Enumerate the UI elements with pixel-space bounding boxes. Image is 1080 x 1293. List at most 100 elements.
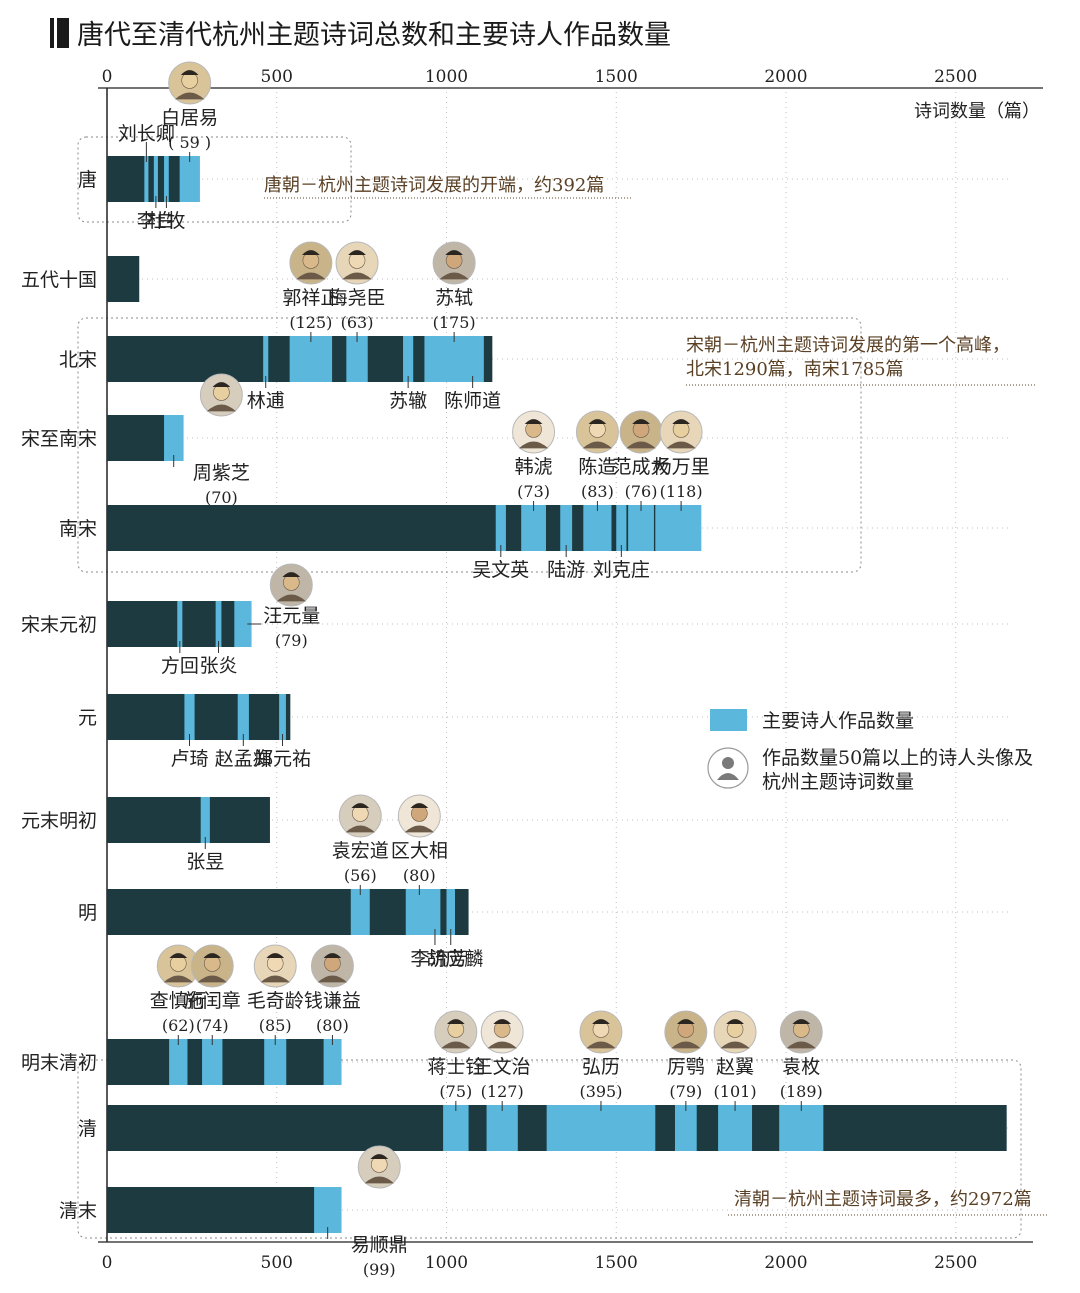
poet-segment [346, 336, 368, 382]
poet-segment [263, 336, 269, 382]
poet-count-label: (76) [625, 482, 658, 501]
x-tick-label-bottom: 2500 [934, 1253, 977, 1273]
total-bar [107, 505, 702, 551]
poet-segment [583, 505, 612, 551]
poet-chen-zao-portrait [575, 410, 619, 454]
poet-count-label: (125) [289, 313, 332, 332]
poet-segment [521, 505, 546, 551]
poet-bai-juyi-portrait [168, 61, 212, 105]
poet-count-label: (83) [581, 482, 614, 501]
avatar-robe [671, 1041, 701, 1049]
legend-swatch-poet [710, 709, 747, 731]
avatar-robe [487, 1041, 517, 1049]
poet-name-label: 陆游 [547, 559, 585, 581]
poet-name-label: 赵孟頫 [215, 748, 272, 770]
poet-guo-xiangzheng-portrait [289, 241, 333, 285]
poet-segment [177, 601, 183, 647]
poet-name-label: 杜牧 [147, 210, 185, 232]
poet-name-label: 方回 [161, 655, 199, 677]
avatar-hat [212, 382, 231, 388]
avatar-robe [296, 272, 326, 280]
poet-wang-wenzhi-portrait [480, 1010, 524, 1054]
poet-name-label: 弘历 [582, 1056, 620, 1078]
poet-count-label: (73) [517, 482, 550, 501]
poet-yi-shunding-portrait [357, 1145, 401, 1189]
x-tick-label-bottom: 2000 [764, 1253, 807, 1273]
poet-su-shi-portrait [432, 241, 476, 285]
avatar-hat [677, 1019, 695, 1025]
title-layer: 唐代至清代杭州主题诗词总数和主要诗人作品数量 [50, 18, 671, 51]
poet-segment [560, 505, 573, 551]
avatar-robe [518, 441, 549, 449]
poet-count-label: (80) [316, 1016, 349, 1035]
poet-count-label: (127) [481, 1082, 524, 1101]
poet-shi-runzhang-portrait [190, 944, 234, 988]
avatar-robe [626, 441, 656, 449]
poet-segment [234, 601, 252, 647]
poet-name-label: 胡应麟 [426, 948, 483, 970]
legend-avatar-body [717, 773, 739, 780]
legend-poet-label: 主要诗人作品数量 [762, 710, 914, 732]
poet-name-label: 袁宏道 [332, 840, 389, 862]
poet-segment [144, 156, 149, 202]
avatar-robe [197, 975, 227, 983]
avatar-hat [592, 1019, 610, 1025]
annotation-song-line2: 北宋1290篇，南宋1785篇 [686, 359, 904, 380]
poet-name-label: 苏辙 [389, 390, 427, 412]
poet-segment [446, 889, 455, 935]
avatar-hat [203, 953, 222, 959]
category-label: 清 [78, 1118, 97, 1140]
category-label: 明末清初 [21, 1052, 97, 1074]
avatar-hat [410, 803, 429, 809]
poet-segment [405, 889, 433, 935]
poet-qian-qianyi-portrait [310, 944, 354, 988]
poet-name-label: 钱谦益 [304, 990, 361, 1012]
avatar-hat [447, 1019, 465, 1025]
avatar-robe [206, 404, 237, 412]
poet-fan-chengda-portrait [619, 410, 663, 454]
poet-name-label: 陈师道 [444, 390, 501, 412]
poet-name-label: 施闰章 [184, 990, 241, 1012]
poet-name-label: 林逋 [247, 390, 285, 412]
poet-name-label: 易顺鼎 [351, 1234, 408, 1256]
poet-count-label: (85) [259, 1016, 292, 1035]
poet-segment [200, 797, 210, 843]
avatar-hat [792, 1019, 811, 1025]
poet-count-label: (74) [196, 1016, 229, 1035]
category-label: 元 [78, 707, 97, 729]
poet-count-label: (118) [660, 482, 703, 501]
total-bar [107, 694, 291, 740]
poet-segment [403, 336, 414, 382]
poet-segment [164, 415, 184, 461]
poet-jiang-shiquan-portrait [434, 1010, 478, 1054]
x-tick-label-top: 0 [102, 67, 113, 87]
poet-segment [350, 889, 370, 935]
poet-segment [470, 336, 475, 382]
total-bar [107, 1187, 342, 1233]
person-avatar-icon [707, 747, 749, 789]
poet-segment [153, 156, 158, 202]
poet-segment [314, 1187, 342, 1233]
avatar-hat [323, 953, 342, 959]
avatar-robe [786, 1041, 816, 1049]
poet-name-label: 郭祥正 [282, 287, 339, 309]
annotation-qing: 清朝－杭州主题诗词最多，约2972篇 [734, 1189, 1032, 1210]
poet-count-label: (75) [439, 1082, 472, 1101]
x-tick-label-top: 2500 [934, 67, 977, 87]
qing-box [77, 1059, 1022, 1239]
poet-count-label: (70) [205, 488, 238, 507]
poet-count-label: (99) [363, 1260, 396, 1279]
poet-name-label: 张昱 [186, 851, 224, 873]
annotation-box-layer [77, 136, 1022, 1239]
total-bar [107, 256, 140, 302]
avatar-hat [169, 953, 188, 959]
poet-count-label: (56) [344, 866, 377, 885]
poet-name-label: 吴文英 [472, 559, 529, 581]
poet-name-label: 赵翼 [716, 1056, 754, 1078]
poet-name-label: 郑元祐 [254, 748, 311, 770]
bars-layer [107, 156, 1007, 1233]
poet-count-label: (395) [579, 1082, 622, 1101]
poet-name-label: 王文治 [474, 1056, 531, 1078]
